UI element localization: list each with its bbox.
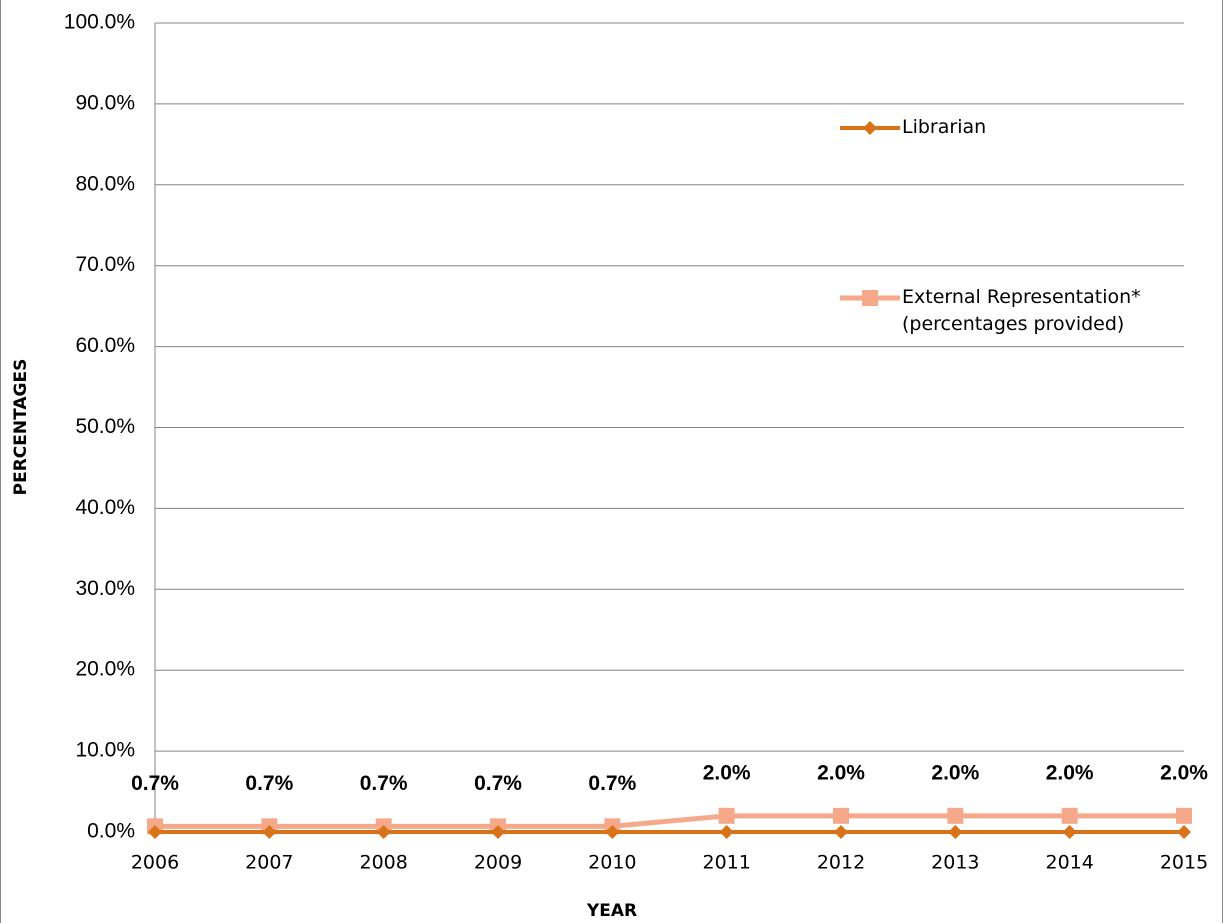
marker — [718, 807, 735, 824]
x-tick-label: 2013 — [931, 852, 979, 874]
data-label: 0.7% — [131, 772, 179, 795]
marker — [947, 807, 964, 824]
marker — [1061, 807, 1078, 824]
marker — [605, 825, 620, 839]
x-tick-label: 2010 — [588, 852, 636, 874]
data-label: 2.0% — [1160, 761, 1208, 784]
x-tick-label: 2011 — [702, 852, 750, 874]
marker — [1062, 825, 1077, 839]
y-tick-label: 50.0% — [75, 415, 135, 438]
y-tick-label: 70.0% — [75, 253, 135, 276]
series-line — [155, 813, 1184, 829]
marker — [834, 825, 848, 839]
marker — [948, 825, 963, 839]
data-label: 2.0% — [817, 761, 865, 784]
y-tick-label: 0.0% — [87, 820, 135, 843]
marker — [148, 825, 162, 839]
y-tick-label: 20.0% — [75, 658, 135, 681]
y-tick-label: 80.0% — [75, 172, 135, 195]
data-label: 0.7% — [360, 772, 408, 795]
legend-label: External Representation* (percentages pr… — [902, 286, 1141, 335]
y-tick-label: 10.0% — [75, 739, 135, 762]
x-tick-label: 2015 — [1160, 852, 1208, 874]
marker — [262, 825, 277, 839]
data-label: 2.0% — [703, 761, 751, 784]
data-label: 0.7% — [588, 772, 636, 795]
y-axis-title: PERCENTAGES — [11, 359, 31, 496]
y-tick-label: 30.0% — [75, 577, 135, 600]
y-tick-label: 90.0% — [75, 91, 135, 114]
x-tick-label: 2009 — [474, 852, 522, 874]
marker — [1177, 825, 1191, 839]
marker — [862, 290, 878, 306]
marker — [1176, 807, 1192, 824]
marker — [491, 825, 505, 839]
data-label: 2.0% — [1046, 761, 1094, 784]
x-tick-label: 2007 — [245, 852, 293, 874]
marker — [376, 825, 391, 839]
y-tick-label: 60.0% — [75, 334, 135, 357]
x-tick-label: 2008 — [359, 852, 407, 874]
y-tick-label: 100.0% — [64, 11, 135, 34]
data-label: 2.0% — [931, 761, 979, 784]
x-tick-label: 2006 — [131, 852, 179, 874]
x-tick-label: 2012 — [817, 852, 865, 874]
x-axis-title: YEAR — [586, 901, 637, 921]
marker — [833, 807, 849, 824]
data-label: 0.7% — [474, 772, 522, 795]
y-tick-label: 40.0% — [75, 496, 135, 519]
x-tick-label: 2014 — [1045, 852, 1093, 874]
marker — [719, 825, 734, 839]
data-label: 0.7% — [245, 772, 293, 795]
legend-label: Librarian — [902, 116, 987, 138]
marker — [863, 121, 877, 135]
